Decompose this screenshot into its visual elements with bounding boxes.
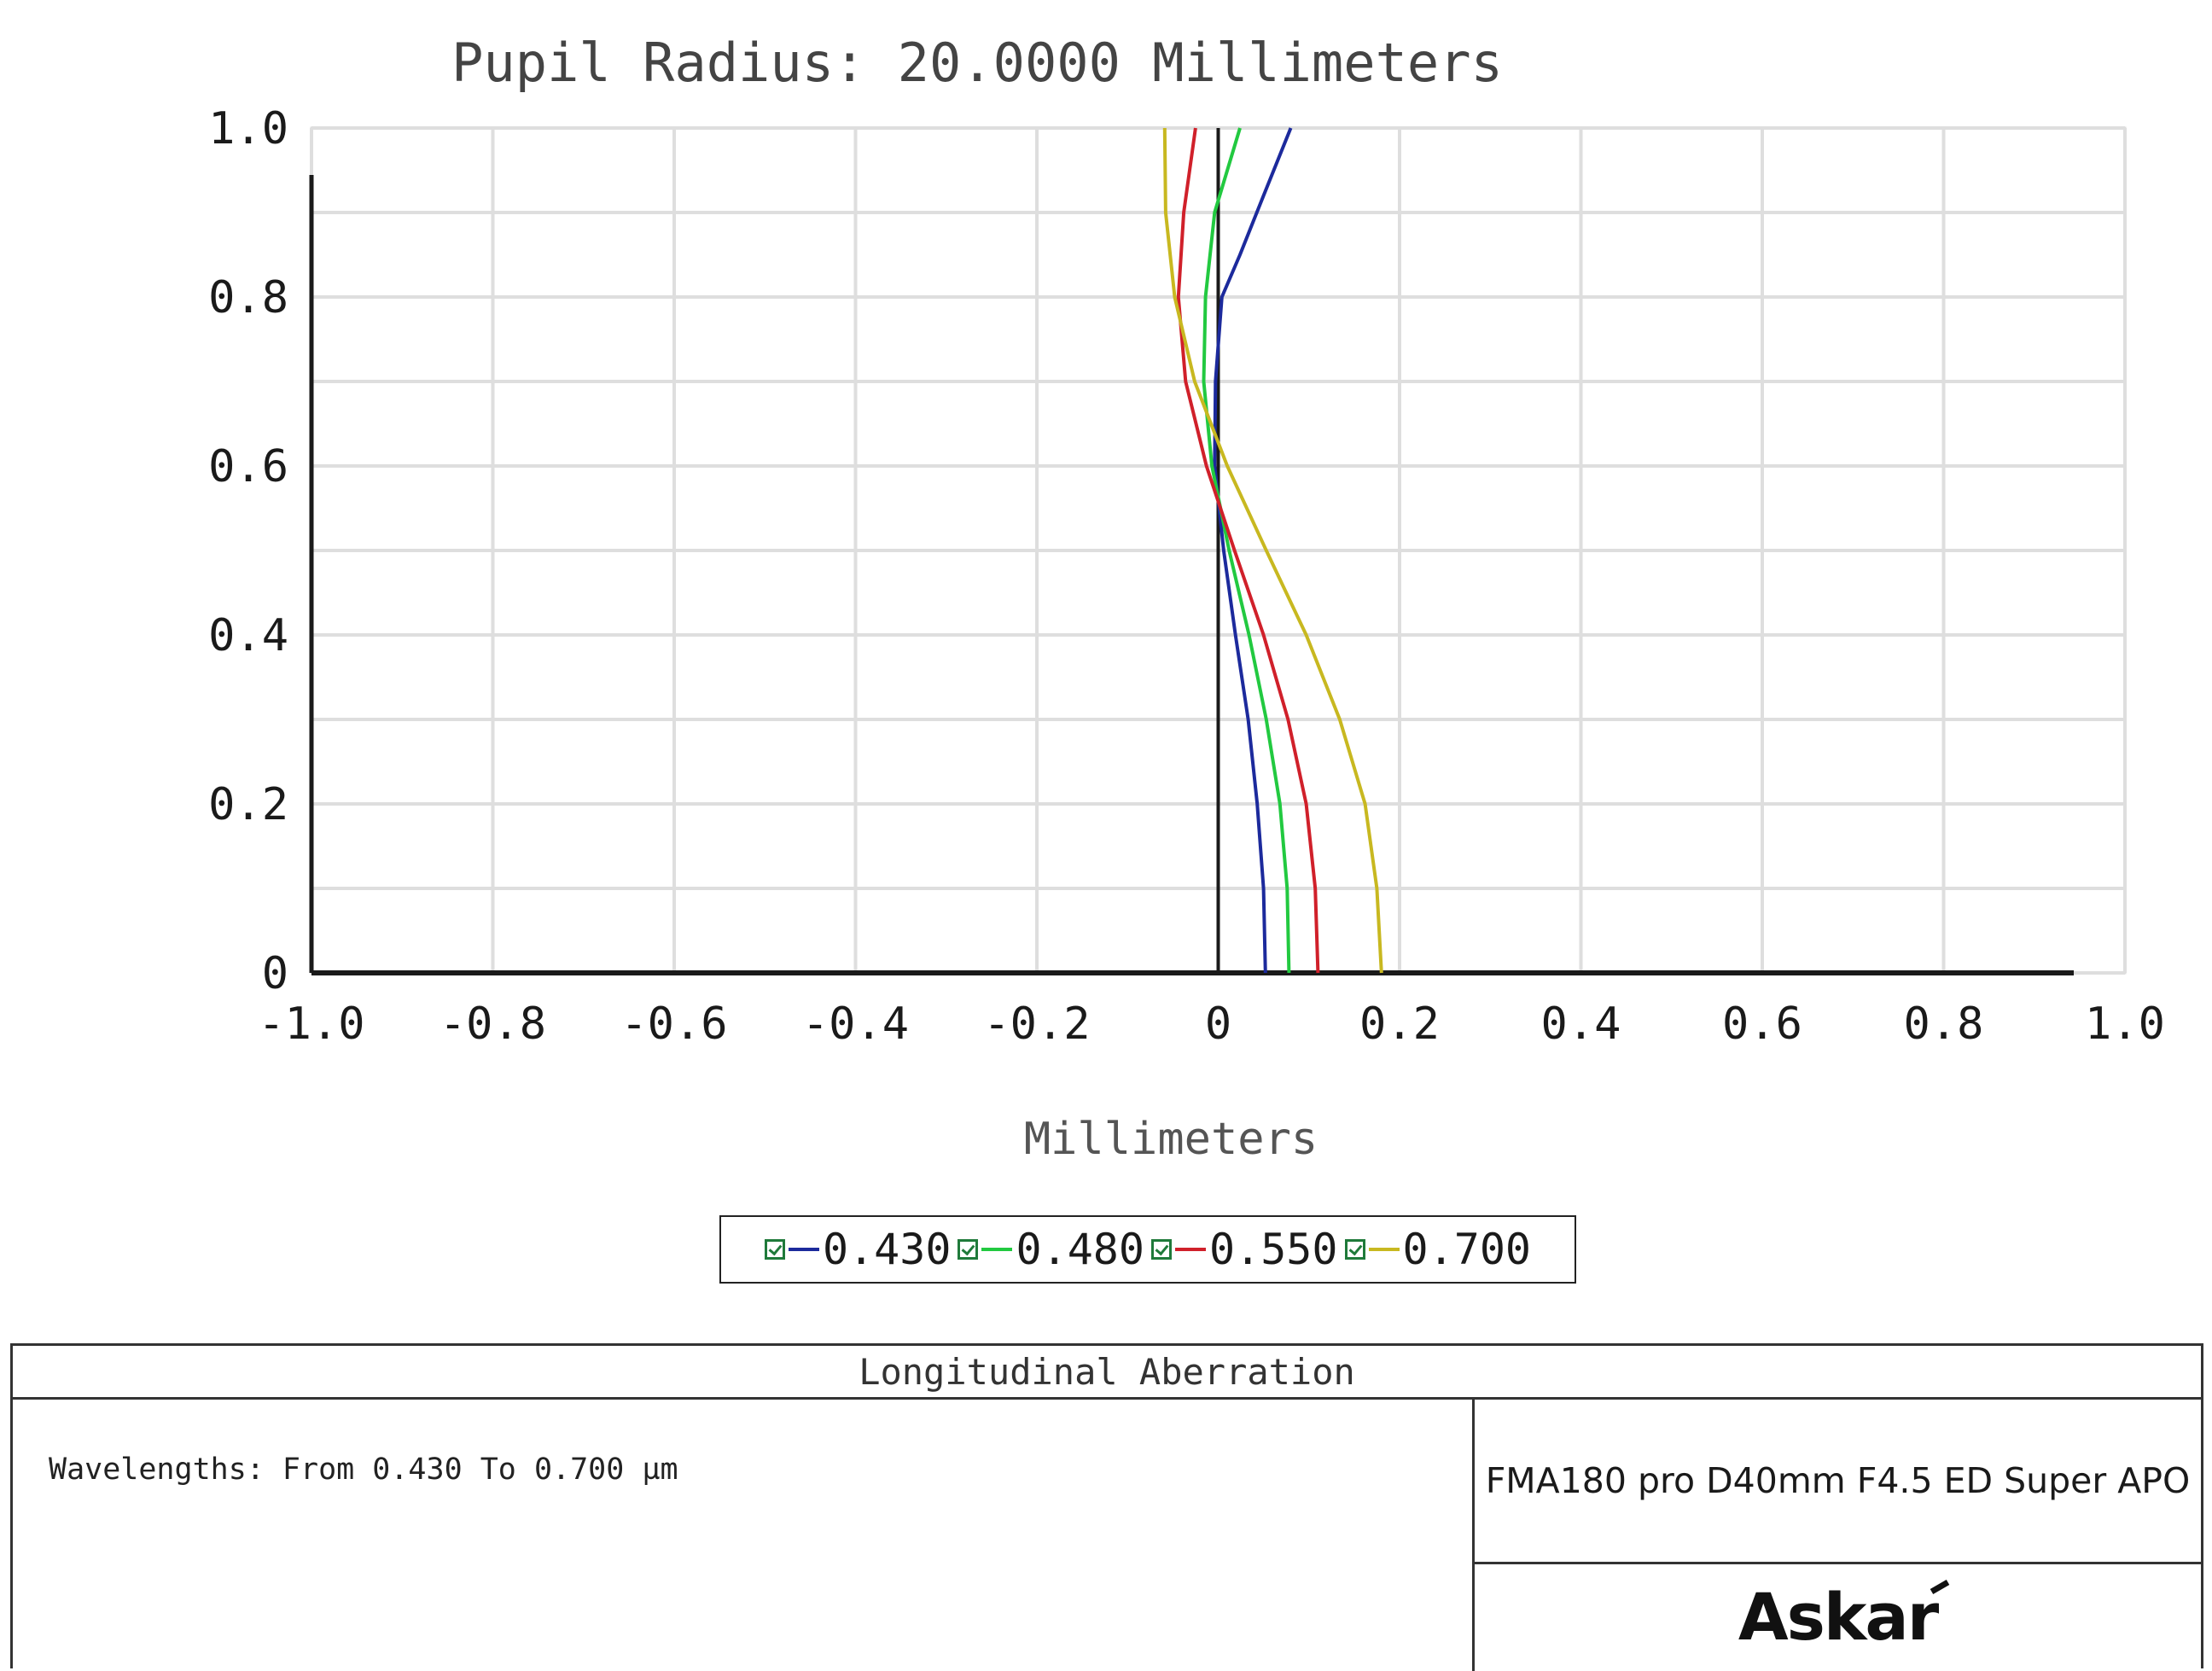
y-tick-label: 0.8 [208,272,288,323]
series-line-0.550 [1176,127,1320,974]
x-tick-label: 1.0 [2085,999,2165,1050]
legend-label: 0.550 [1209,1225,1338,1274]
series-line-0.700 [1162,127,1383,974]
info-table: Longitudinal Aberration Wavelengths: Fro… [10,1343,2203,1671]
legend-label: 0.700 [1402,1225,1532,1274]
x-tick-label: 0 [1205,999,1231,1050]
wavelengths-note: Wavelengths: From 0.430 To 0.700 µm [49,1453,678,1487]
x-tick-label: -0.6 [620,999,727,1050]
x-tick-label: 0.6 [1722,999,1802,1050]
brand-logo: Askar [1738,1578,1950,1655]
legend-swatch [981,1248,1013,1251]
y-tick-label: 1.0 [208,103,288,154]
x-tick-label: -0.8 [439,999,546,1050]
chart-series [1162,127,1383,974]
legend-item[interactable]: 0.430 [764,1225,952,1274]
legend-item[interactable]: 0.480 [958,1225,1144,1274]
y-tick-label: 0 [262,948,288,999]
legend-label: 0.480 [1016,1225,1144,1274]
checkbox-icon[interactable] [764,1239,785,1260]
y-tick-label: 0.2 [208,779,288,830]
logo-cell: Askar [1475,1564,2201,1668]
x-tick-label: 0.2 [1359,999,1440,1050]
wavelengths-cell: Wavelengths: From 0.430 To 0.700 µm [13,1400,1475,1671]
checkbox-icon[interactable] [1344,1239,1365,1260]
y-tick-label: 0.6 [208,441,288,492]
legend-label: 0.430 [822,1225,952,1274]
legend-swatch [788,1248,819,1251]
legend-item[interactable]: 0.550 [1151,1225,1338,1274]
series-line-0.480 [1202,127,1291,974]
product-name: FMA180 pro D40mm F4.5 ED Super APO [1475,1400,2201,1564]
x-axis-label: Millimeters [1024,1114,1318,1165]
chart-tick-labels: -1.0 -0.8 -0.6 -0.4 -0.2 0 0.2 0.4 0.6 0.8 1.0 0 0.2… [208,103,2165,1050]
y-tick-label: 0.4 [208,610,288,661]
chart-axes [309,128,2074,975]
legend-item[interactable]: 0.700 [1344,1225,1532,1274]
legend-swatch [1175,1248,1206,1251]
brand-logo-text: Askar [1738,1578,1939,1655]
x-tick-label: 0.4 [1541,999,1621,1050]
chart-title: Pupil Radius: 20.0000 Millimeters [451,32,1503,94]
chart-legend: 0.430 0.480 0.550 0.700 [719,1215,1576,1284]
checkbox-icon[interactable] [1151,1239,1172,1260]
x-tick-label: 0.8 [1904,999,1984,1050]
x-tick-label: -0.2 [983,999,1090,1050]
legend-swatch [1368,1248,1400,1251]
x-tick-label: -1.0 [258,999,364,1050]
x-tick-label: -0.4 [802,999,909,1050]
checkbox-icon[interactable] [958,1239,979,1260]
section-title: Longitudinal Aberration [13,1346,2201,1400]
